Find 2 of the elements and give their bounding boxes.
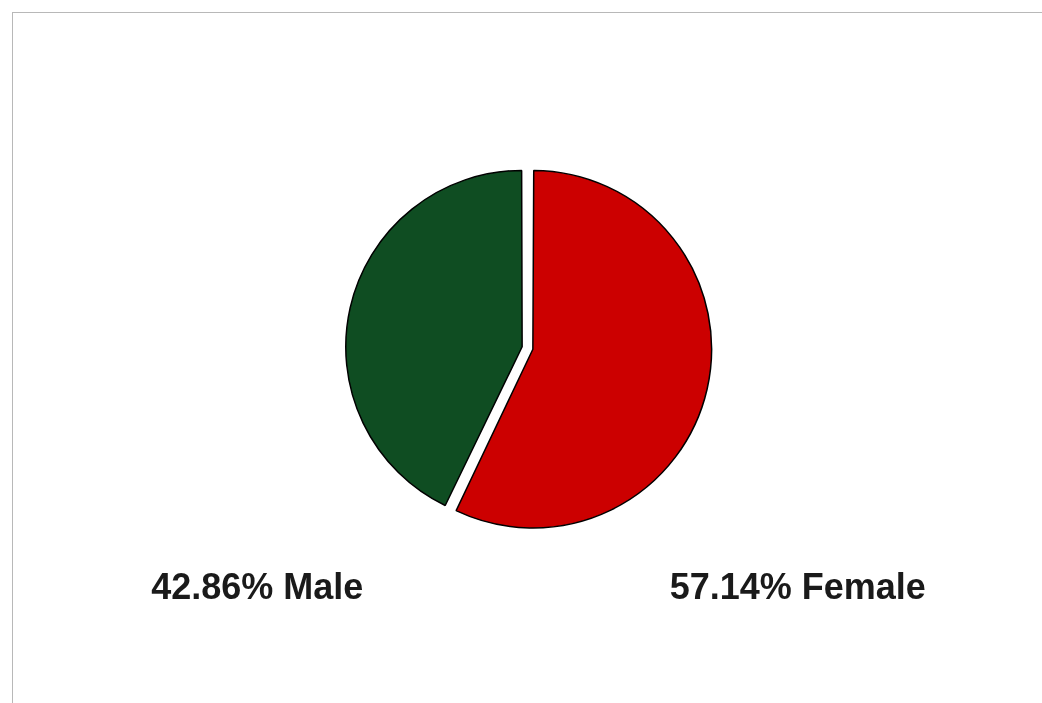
slice-label: 42.86% Male	[151, 566, 364, 607]
slice-label: 57.14% Female	[669, 566, 926, 607]
